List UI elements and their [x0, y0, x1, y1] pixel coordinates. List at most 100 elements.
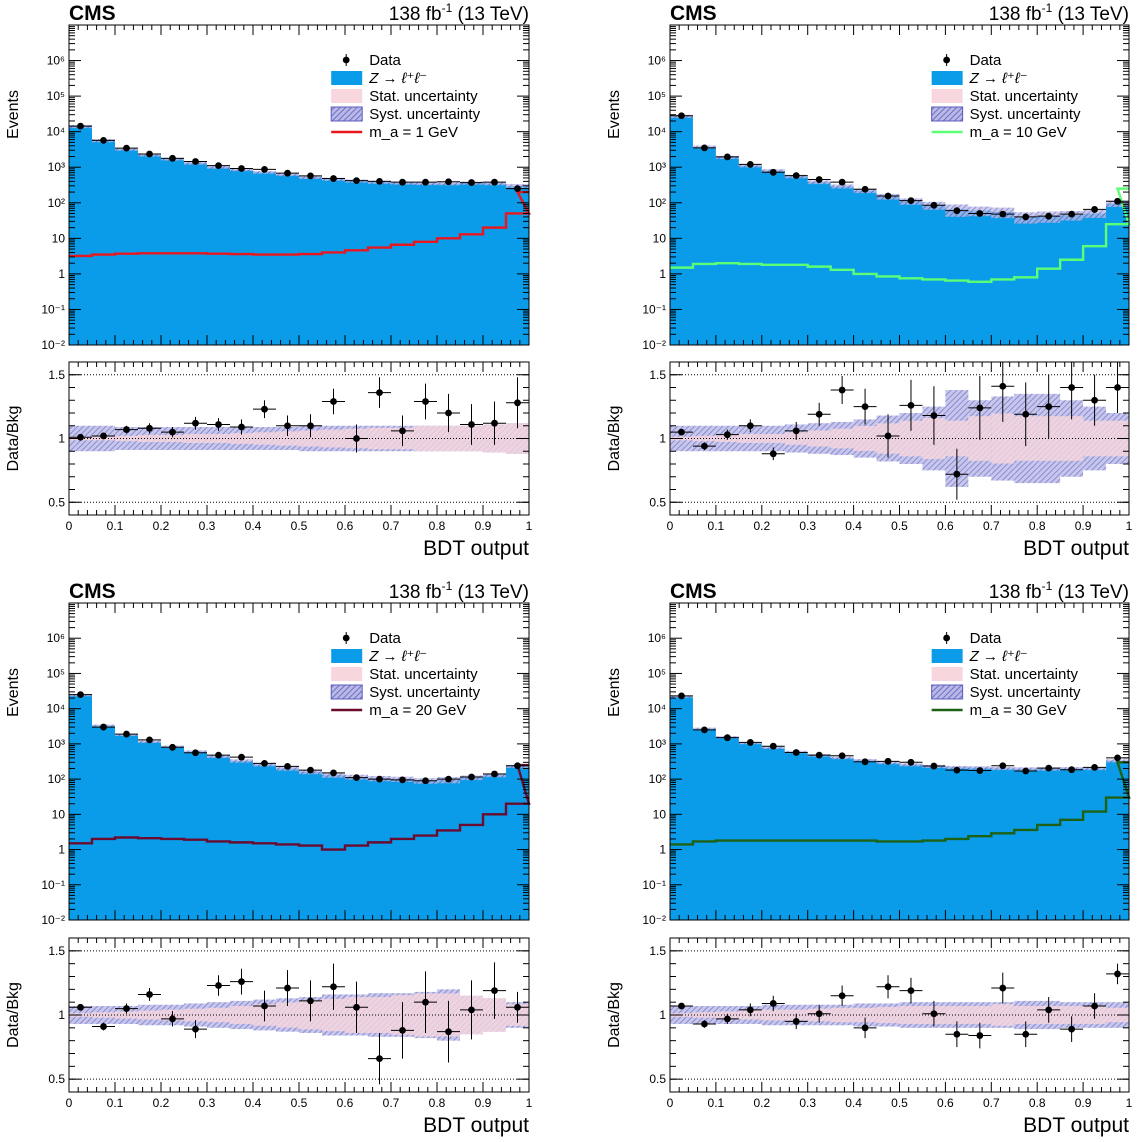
- x-tick-label: 0.2: [153, 1096, 170, 1110]
- x-tick-label: 1: [1126, 519, 1133, 533]
- y-tick-label: 10³: [649, 737, 666, 751]
- legend-syst-swatch: [330, 106, 363, 122]
- ratio-point: [514, 399, 521, 407]
- ratio-point: [678, 1002, 685, 1010]
- legend-syst-swatch: [931, 684, 964, 700]
- data-point: [422, 178, 429, 186]
- data-point: [1022, 767, 1030, 775]
- bkg-syst-band: [830, 184, 854, 189]
- ratio-y-tick-label: 0.5: [649, 495, 666, 509]
- data-point: [1114, 197, 1121, 205]
- ratio-stat-band: [207, 434, 230, 443]
- data-point: [491, 770, 498, 778]
- data-point: [1045, 764, 1053, 772]
- y-tick-label: 10⁵: [47, 89, 65, 103]
- ratio-stat-band: [437, 425, 460, 452]
- x-tick-label: 0.5: [891, 519, 908, 533]
- legend-label-syst: Syst. uncertainty: [369, 684, 480, 701]
- main-plot: 10⁻² 10⁻¹ 1 10 10² 10³ 10⁴ 10⁵ 10⁶ Events: [5, 24, 532, 352]
- ratio-stat-band: [1014, 1006, 1038, 1024]
- y-tick-label: 1: [58, 843, 65, 857]
- legend-label-stat: Stat. uncertainty: [970, 88, 1079, 105]
- legend-label-data: Data: [369, 630, 401, 647]
- ratio-point: [307, 997, 314, 1005]
- y-tick-label: 10⁶: [648, 54, 666, 68]
- ratio-point: [146, 991, 153, 998]
- ratio-y-tick-label: 1.5: [48, 944, 65, 958]
- data-point: [238, 753, 245, 761]
- y-tick-label: 10: [653, 231, 667, 245]
- data-point: [376, 177, 383, 185]
- x-tick-label: 0: [66, 519, 73, 533]
- y-tick-label: 10: [653, 807, 667, 821]
- cms-label: CMS: [670, 580, 717, 603]
- x-tick-label: 0.4: [245, 1096, 262, 1110]
- data-point: [907, 197, 915, 205]
- data-point: [1114, 754, 1121, 762]
- background-histogram: [69, 126, 529, 345]
- ratio-point: [861, 403, 869, 411]
- x-tick-label: 0.7: [983, 519, 1000, 533]
- ratio-point: [100, 432, 107, 440]
- x-tick-label: 1: [1126, 1096, 1133, 1110]
- ratio-stat-band: [138, 1010, 161, 1020]
- ratio-point: [123, 426, 130, 433]
- data-point: [514, 762, 521, 770]
- data-point: [1068, 210, 1076, 218]
- data-point: [215, 162, 222, 170]
- data-point: [1068, 766, 1076, 774]
- ratio-stat-band: [761, 1009, 785, 1021]
- ratio-point: [976, 404, 984, 412]
- lumi-label: 138 fb-1 (13 TeV): [989, 1, 1129, 25]
- data-point: [861, 185, 869, 193]
- ratio-point: [445, 1028, 452, 1036]
- y-tick-label: 10⁻¹: [41, 302, 65, 316]
- data-point: [815, 176, 823, 183]
- data-point: [123, 730, 130, 738]
- y-axis-title: Events: [5, 668, 22, 717]
- data-point: [838, 178, 846, 186]
- x-tick-label: 1: [526, 1096, 533, 1110]
- x-tick-label: 0.2: [753, 519, 770, 533]
- lumi-label: 138 fb-1 (13 TeV): [389, 579, 529, 603]
- data-point: [701, 726, 708, 734]
- ratio-stat-band: [230, 433, 253, 444]
- legend-bkg-swatch: [931, 649, 963, 663]
- ratio-point: [376, 389, 383, 396]
- data-point: [376, 775, 383, 783]
- ratio-point: [330, 983, 337, 991]
- data-point: [445, 775, 452, 783]
- data-point: [678, 112, 685, 120]
- x-tick-label: 0: [66, 1096, 73, 1110]
- data-point: [723, 153, 731, 161]
- ratio-point: [514, 1003, 521, 1011]
- ratio-point: [445, 409, 452, 417]
- ratio-point: [1045, 403, 1053, 411]
- data-point: [399, 178, 406, 186]
- data-point: [353, 774, 360, 782]
- ratio-point: [723, 1015, 731, 1023]
- legend-label-syst: Syst. uncertainty: [369, 106, 480, 123]
- legend-bkg-swatch: [331, 649, 363, 663]
- data-point: [907, 758, 915, 766]
- y-tick-label: 10⁴: [46, 702, 65, 716]
- ratio-point: [399, 427, 406, 435]
- ratio-y-tick-label: 0.5: [48, 1072, 65, 1086]
- ratio-point: [491, 419, 498, 427]
- ratio-point: [422, 998, 429, 1006]
- lumi-main: 138 fb: [389, 582, 442, 603]
- y-tick-label: 10⁶: [648, 631, 666, 645]
- x-axis-title: BDT output: [1023, 537, 1129, 560]
- legend-label-stat: Stat. uncertainty: [369, 666, 478, 683]
- x-tick-label: 0.9: [475, 519, 492, 533]
- lumi-exp: -1: [442, 579, 453, 593]
- ratio-axis-title: Data/Bkg: [5, 406, 22, 472]
- legend-label-bkg: Z → ℓ⁺ℓ⁻: [368, 648, 427, 665]
- ratio-stat-band: [207, 1007, 230, 1023]
- ratio-plot: 0.5 1 1.5 0 0.1 0.2 0.3 0.4 0.5 0.6 0.7 0.8 0.9 1 Data…: [5, 361, 533, 560]
- ratio-stat-band: [276, 1002, 299, 1028]
- data-point: [445, 178, 452, 186]
- ratio-y-tick-label: 1: [58, 432, 65, 446]
- lumi-energy: (13 TeV): [452, 582, 529, 603]
